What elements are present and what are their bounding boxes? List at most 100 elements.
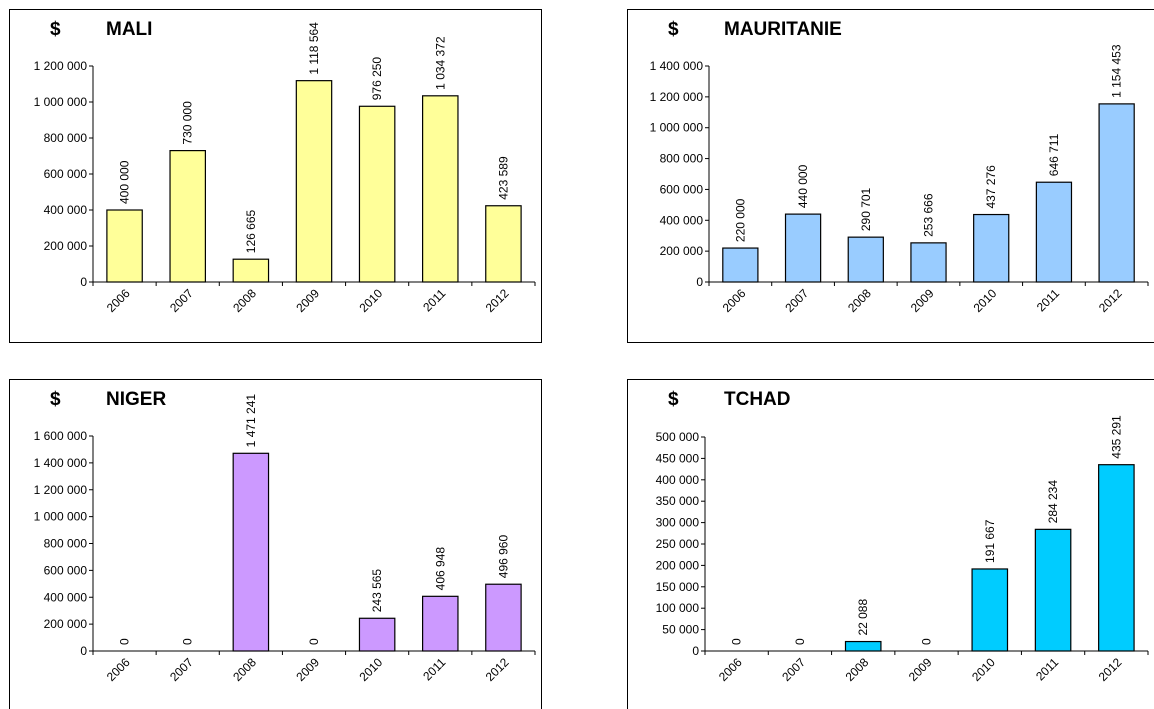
data-label: 0 [920,638,934,645]
x-tick-label: 2008 [230,286,259,315]
bar-2012 [1098,464,1135,652]
y-tick-label: 600 000 [44,563,88,577]
data-label: 976 250 [370,57,384,101]
bar-2011 [1034,528,1072,652]
y-tick-label: 400 000 [44,203,88,217]
bar-2011 [422,595,459,652]
data-label: 730 000 [181,101,195,145]
chart-panel-mali: $ MALI 0 200 000 400 000 600 000 800 000 1 00… [9,9,542,343]
data-label: 220 000 [733,198,747,242]
y-tick-label: 400 000 [656,473,700,487]
x-tick-label: 2009 [293,655,322,684]
x-tick-label: 2008 [843,655,872,684]
bar-2010 [973,213,1010,283]
data-label: 253 666 [922,193,936,237]
bar-2009 [910,242,947,283]
chart-title: MALI [106,19,153,40]
data-label: 284 234 [1046,480,1060,524]
x-tick-label: 2006 [104,286,133,315]
bar-2011 [1035,181,1073,283]
bar-2008 [232,258,270,283]
y-tick-label: 1 200 000 [650,90,704,104]
chart-panel-mauritanie: $ MAURITANIE 0 200 000 400 000 600 000 800 0… [627,9,1154,343]
y-tick-label: 400 000 [660,213,704,227]
chart-panel-niger: $ NIGER 0 200 000 400 000 600 000 800 000 1 0… [9,379,542,709]
x-tick-label: 2007 [779,655,808,684]
data-label: 126 665 [244,209,258,253]
data-label: 496 960 [496,535,510,579]
bar-2007 [169,150,206,283]
x-tick-label: 2012 [483,655,512,684]
currency-symbol: $ [50,19,61,40]
data-label: 400 000 [118,160,132,204]
data-label: 435 291 [1109,415,1123,459]
y-tick-label: 1 200 000 [34,59,88,73]
bar-chart-svg: 0 50 000 100 000 150 000 200 000 250 000 300 0… [656,415,1149,684]
data-label: 437 276 [984,165,998,209]
data-label: 22 088 [856,599,870,636]
currency-symbol: $ [50,389,61,410]
x-tick-label: 2009 [906,655,935,684]
chart-panel-tchad: $ TCHAD 0 50 000 100 000 150 000 200 000 250 … [627,379,1154,709]
x-tick-label: 2007 [167,655,196,684]
y-tick-label: 1 200 000 [34,483,88,497]
y-tick-label: 1 400 000 [34,456,88,470]
x-tick-label: 2008 [230,655,259,684]
data-label: 191 667 [983,519,997,563]
data-label: 1 154 453 [1110,44,1124,98]
bar-2012 [485,205,522,283]
x-tick-label: 2011 [420,286,448,314]
y-tick-label: 250 000 [656,537,700,551]
x-tick-label: 2011 [1034,286,1062,314]
y-tick-label: 200 000 [44,617,88,631]
y-tick-label: 0 [80,644,87,658]
x-tick-label: 2010 [971,286,1000,315]
chart-title: MAURITANIE [724,19,842,40]
bar-2012 [1098,103,1135,283]
x-tick-label: 2012 [1096,655,1125,684]
x-tick-label: 2012 [483,286,512,315]
data-label: 243 565 [370,569,384,613]
bar-2012 [485,583,522,652]
x-tick-label: 2011 [1033,655,1061,683]
y-tick-label: 800 000 [44,131,88,145]
bar-2009 [295,80,333,283]
x-tick-label: 2006 [104,655,133,684]
x-tick-label: 2008 [845,286,874,315]
data-label: 646 711 [1047,133,1061,176]
data-label: 0 [181,638,195,645]
data-label: 423 589 [496,156,510,200]
data-label: 406 948 [433,547,447,591]
chart-title: NIGER [106,389,167,410]
bar-2008 [844,640,882,652]
chart-title: TCHAD [724,389,791,410]
data-label: 0 [730,638,744,645]
bar-2010 [358,617,396,652]
bar-2008 [847,236,884,283]
y-tick-label: 500 000 [656,430,700,444]
y-tick-label: 200 000 [656,558,700,572]
x-tick-label: 2009 [293,286,322,315]
x-tick-label: 2006 [716,655,745,684]
y-tick-label: 450 000 [656,451,700,465]
y-tick-label: 600 000 [660,182,704,196]
y-tick-label: 800 000 [44,537,88,551]
y-tick-label: 300 000 [656,516,700,530]
y-tick-label: 200 000 [44,239,88,253]
data-label: 290 701 [859,187,873,231]
bar-2006 [722,247,759,283]
bar-2010 [358,105,396,283]
y-tick-label: 1 000 000 [34,95,88,109]
x-tick-label: 2006 [720,286,749,315]
y-tick-label: 400 000 [44,590,88,604]
bar-2011 [422,95,459,283]
data-label: 0 [118,638,132,645]
x-tick-label: 2010 [356,286,385,315]
currency-symbol: $ [668,389,679,410]
data-label: 1 034 372 [433,36,447,90]
y-tick-label: 1 000 000 [650,121,704,135]
y-tick-label: 1 400 000 [650,59,704,73]
bar-2006 [106,209,143,283]
y-tick-label: 50 000 [662,623,699,637]
y-tick-label: 800 000 [660,152,704,166]
